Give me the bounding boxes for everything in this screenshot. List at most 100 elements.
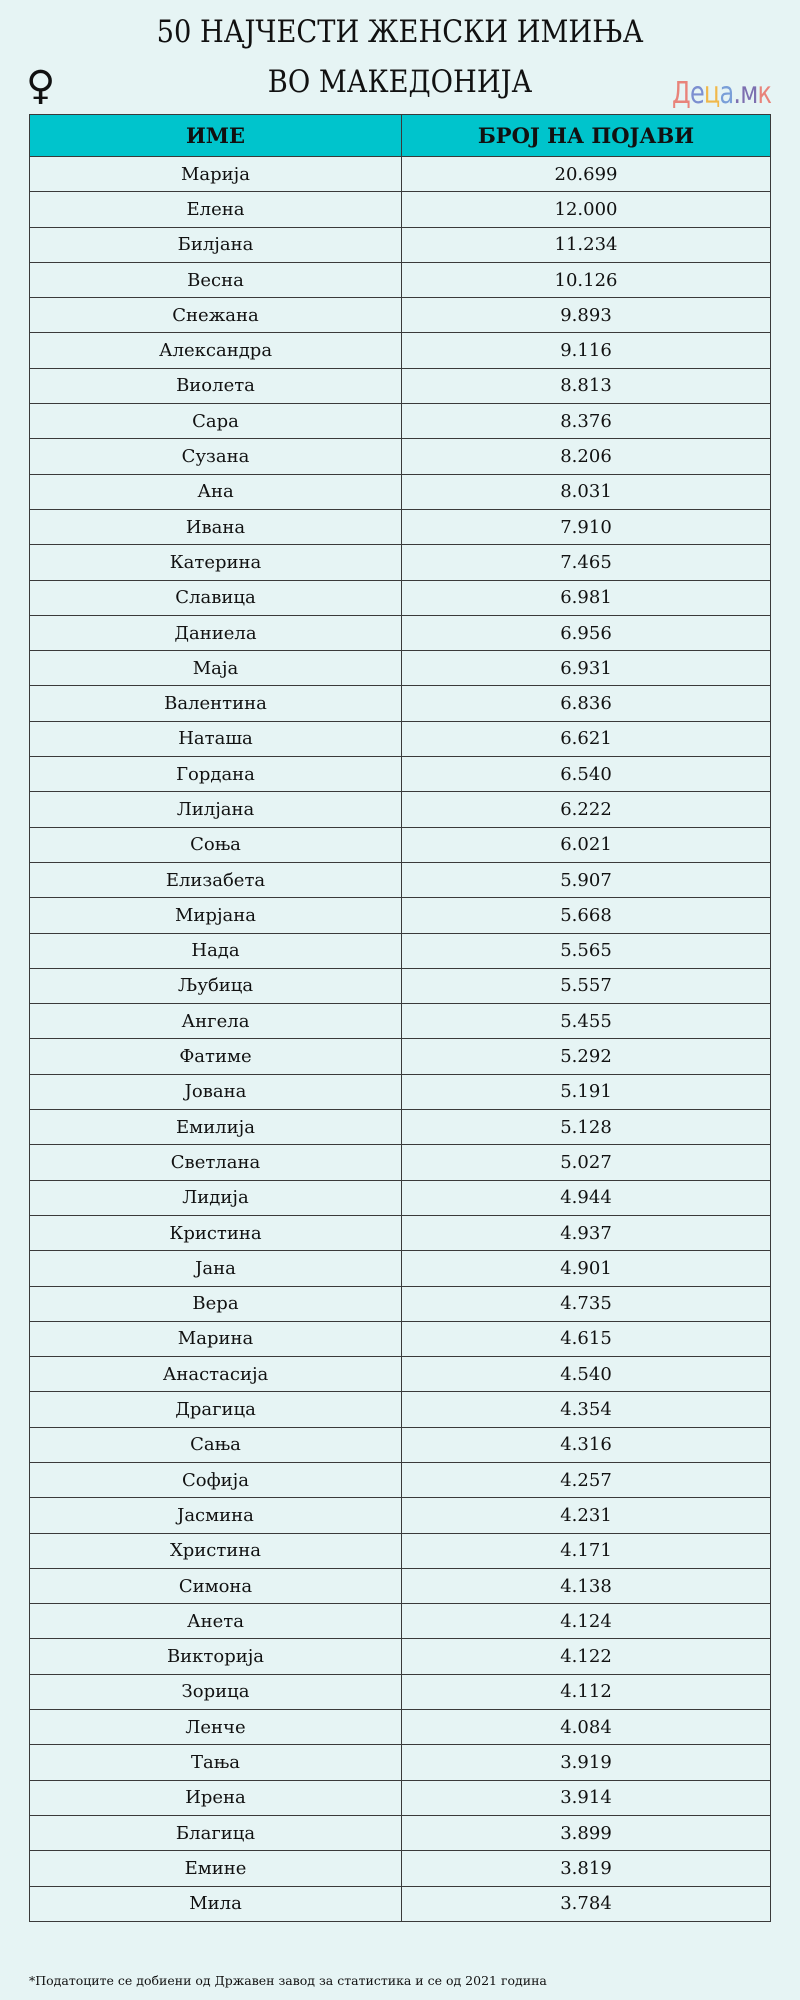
table-row: Тања 3.919 xyxy=(29,1744,771,1781)
count-cell: 8.206 xyxy=(401,438,771,475)
count-cell: 8.031 xyxy=(401,473,771,510)
table-row: Весна 10.126 xyxy=(29,261,771,299)
count-cell: 4.257 xyxy=(401,1461,771,1499)
count-cell: 4.084 xyxy=(401,1709,771,1746)
table-row: Сања 4.316 xyxy=(29,1426,771,1463)
name-cell: Билјана xyxy=(29,226,402,263)
count-cell: 5.191 xyxy=(401,1073,771,1111)
table-row: Ана 8.031 xyxy=(29,473,771,510)
name-cell: Сузана xyxy=(29,438,402,475)
count-cell: 7.465 xyxy=(401,544,771,581)
table-row: Соња 6.021 xyxy=(29,826,771,863)
name-cell: Елизабета xyxy=(29,861,402,899)
table-row: Викторија 4.122 xyxy=(29,1638,771,1675)
name-cell: Марија xyxy=(29,155,402,193)
count-cell: 3.914 xyxy=(401,1779,771,1816)
count-cell: 6.931 xyxy=(401,650,771,687)
count-cell: 5.292 xyxy=(401,1038,771,1075)
count-cell: 4.540 xyxy=(401,1356,771,1393)
count-cell: 6.222 xyxy=(401,791,771,828)
table-row: Кристина 4.937 xyxy=(29,1214,771,1252)
count-cell: 6.836 xyxy=(401,685,771,722)
table-header-row: ИМЕ БРОЈ НА ПОЈАВИ xyxy=(29,114,771,157)
name-cell: Весна xyxy=(29,261,402,299)
logo-part: е xyxy=(689,76,705,111)
table-row: Мила 3.784 xyxy=(29,1885,771,1922)
table-row: Сара 8.376 xyxy=(29,403,771,440)
name-cell: Даниела xyxy=(29,614,402,652)
table-row: Јасмина 4.231 xyxy=(29,1497,771,1534)
table-row: Ивана 7.910 xyxy=(29,508,771,546)
table-row: Емине 3.819 xyxy=(29,1850,771,1887)
table-row: Билјана 11.234 xyxy=(29,226,771,263)
name-cell: Гордана xyxy=(29,756,402,793)
table-row: Лидија 4.944 xyxy=(29,1179,771,1216)
count-cell: 8.813 xyxy=(401,367,771,405)
name-cell: Соња xyxy=(29,826,402,863)
table-row: Анастасија 4.540 xyxy=(29,1356,771,1393)
name-cell: Виолета xyxy=(29,367,402,405)
female-symbol-icon: ♀ xyxy=(26,63,56,109)
table-row: Лилјана 6.222 xyxy=(29,791,771,828)
count-cell: 6.621 xyxy=(401,720,771,758)
table-row: Елизабета 5.907 xyxy=(29,861,771,899)
name-cell: Христина xyxy=(29,1532,402,1569)
table-row: Светлана 5.027 xyxy=(29,1144,771,1181)
count-cell: 4.354 xyxy=(401,1391,771,1428)
name-cell: Анета xyxy=(29,1603,402,1640)
count-cell: 6.956 xyxy=(401,614,771,652)
name-cell: Наташа xyxy=(29,720,402,758)
table-row: Фатиме 5.292 xyxy=(29,1038,771,1075)
name-cell: Сања xyxy=(29,1426,402,1463)
name-cell: Ана xyxy=(29,473,402,510)
count-cell: 9.893 xyxy=(401,297,771,334)
count-cell: 3.919 xyxy=(401,1744,771,1781)
name-cell: Ирена xyxy=(29,1779,402,1816)
logo-part: Д xyxy=(672,76,691,111)
name-cell: Емилија xyxy=(29,1109,402,1146)
name-cell: Љубица xyxy=(29,967,402,1005)
name-cell: Сара xyxy=(29,403,402,440)
footnote: *Податоците се добиени од Државен завод … xyxy=(29,1973,547,1988)
count-cell: 7.910 xyxy=(401,508,771,546)
count-cell: 5.668 xyxy=(401,897,771,934)
table-row: Марија 20.699 xyxy=(29,155,771,193)
table-row: Софија 4.257 xyxy=(29,1461,771,1499)
name-cell: Викторија xyxy=(29,1638,402,1675)
name-cell: Мирјана xyxy=(29,897,402,934)
name-cell: Кристина xyxy=(29,1214,402,1252)
table-row: Катерина 7.465 xyxy=(29,544,771,581)
table-row: Анета 4.124 xyxy=(29,1603,771,1640)
count-cell: 5.565 xyxy=(401,932,771,969)
logo-part: к xyxy=(757,76,773,111)
table-row: Снежана 9.893 xyxy=(29,297,771,334)
name-cell: Елена xyxy=(29,191,402,228)
table-row: Зорица 4.112 xyxy=(29,1673,771,1711)
name-cell: Ивана xyxy=(29,508,402,546)
name-cell: Зорица xyxy=(29,1673,402,1711)
name-cell: Симона xyxy=(29,1567,402,1605)
name-cell: Емине xyxy=(29,1850,402,1887)
count-cell: 6.981 xyxy=(401,579,771,616)
table-row: Ленче 4.084 xyxy=(29,1709,771,1746)
count-cell: 5.455 xyxy=(401,1003,771,1040)
table-row: Наташа 6.621 xyxy=(29,720,771,758)
table-row: Валентина 6.836 xyxy=(29,685,771,722)
count-cell: 4.615 xyxy=(401,1320,771,1358)
count-cell: 12.000 xyxy=(401,191,771,228)
count-cell: 4.316 xyxy=(401,1426,771,1463)
table-row: Јана 4.901 xyxy=(29,1250,771,1287)
name-cell: Драгица xyxy=(29,1391,402,1428)
table-row: Елена 12.000 xyxy=(29,191,771,228)
name-cell: Благица xyxy=(29,1814,402,1852)
count-cell: 5.128 xyxy=(401,1109,771,1146)
count-cell: 4.122 xyxy=(401,1638,771,1675)
table-row: Ангела 5.455 xyxy=(29,1003,771,1040)
logo-part: а xyxy=(719,76,734,111)
names-table: ИМЕ БРОЈ НА ПОЈАВИ Марија 20.699 Елена 12.0… xyxy=(29,114,771,1922)
table-row: Јована 5.191 xyxy=(29,1073,771,1111)
name-cell: Вера xyxy=(29,1285,402,1322)
count-cell: 5.557 xyxy=(401,967,771,1005)
name-cell: Светлана xyxy=(29,1144,402,1181)
count-cell: 5.027 xyxy=(401,1144,771,1181)
